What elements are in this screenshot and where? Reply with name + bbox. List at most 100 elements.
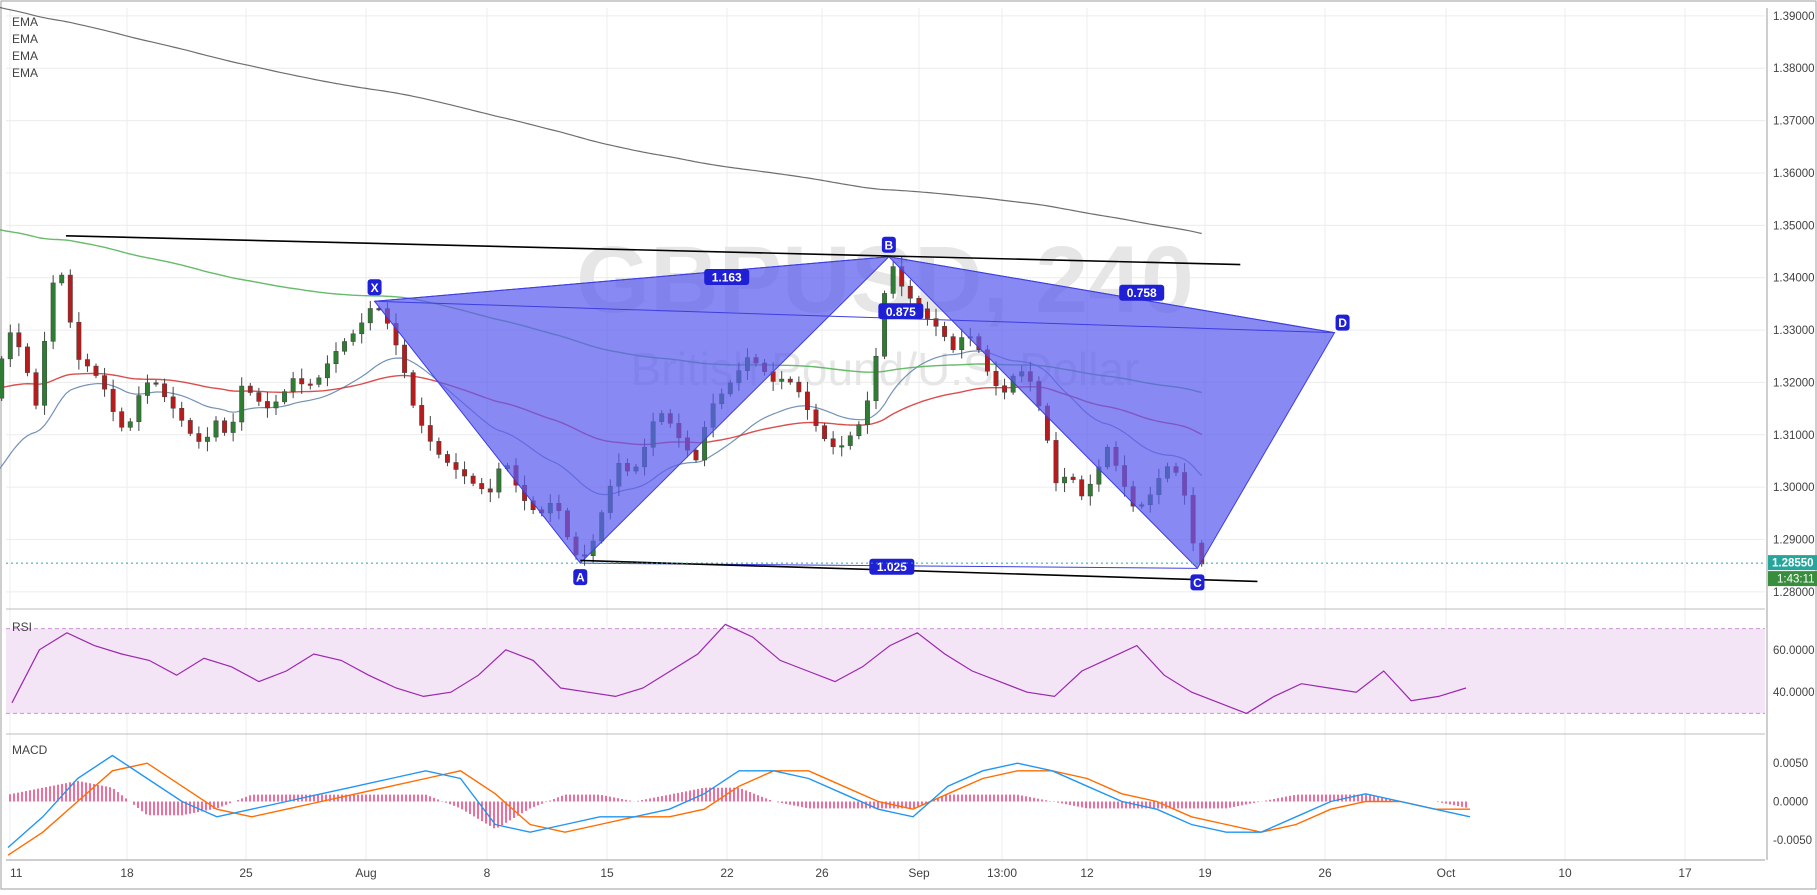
point-d-bg [1335,314,1350,331]
candle-body [67,274,73,323]
rsi-title: RSI [12,620,32,634]
indicator-legend-label: EMA [12,32,38,46]
current-price-badge-bg [1768,555,1817,571]
candle-body [993,370,999,386]
point-c-label: C [1193,576,1202,590]
rsi-tick-label: 40.0000 [1773,687,1815,699]
indicator-legend-label: EMA [12,15,38,29]
candle-body [50,282,56,342]
time-tick-label: 22 [720,866,734,880]
candle-body [933,318,939,327]
candle-body [110,388,116,412]
ratio-ac-label-bg [869,558,915,575]
indicator-legend-label: EMA [12,49,38,63]
price-tick-label: 1.30000 [1773,482,1815,494]
candle-body [119,411,125,428]
candle-body [84,359,90,367]
candle-body [342,341,348,352]
candle-body [427,425,433,442]
candle-body [830,438,836,448]
candle-body [822,425,828,439]
time-tick-label: 17 [1678,866,1692,880]
candle-body [213,420,219,438]
macd-tick-label: 0.0000 [1773,797,1808,809]
candle-body [179,407,185,421]
candle-body [959,337,965,350]
time-tick-label: 15 [600,866,614,880]
candle-body [864,400,870,425]
candle-body [787,378,793,383]
candle-body [410,372,416,406]
ratio-bd-label: 0.758 [1127,286,1157,300]
candle-body [907,285,913,299]
candle-body [273,401,279,409]
candle-body [7,332,13,360]
candle-body [444,454,450,463]
candle-body [0,358,5,399]
candle-body [873,356,879,402]
countdown-badge: 1:43:11 [1777,574,1815,586]
time-tick-label: 25 [239,866,253,880]
price-tick-label: 1.38000 [1773,63,1815,75]
ratio-ac-label: 1.025 [877,560,907,574]
candle-body [333,351,339,364]
candle-body [779,378,785,382]
candle-body [693,449,699,461]
candle-body [153,382,159,385]
candle-body [479,483,485,490]
ratio-xd-label-bg [878,303,924,320]
candle-body [402,344,408,373]
candle-body [282,391,288,403]
candle-body [76,321,82,360]
ema-long-line [0,6,1202,235]
candle-body [462,469,468,477]
price-tick-label: 1.32000 [1773,377,1815,389]
candle-body [419,405,425,426]
indicator-legend-label: EMA [12,66,38,80]
candle-body [436,441,442,455]
candle-body [24,346,30,373]
candle-body [1070,476,1076,480]
time-tick-label: Sep [908,866,930,880]
time-tick-label: 11 [10,866,23,880]
price-tick-label: 1.39000 [1773,11,1815,23]
candle-body [162,383,168,398]
candle-body [839,445,845,448]
candle-body [796,381,802,393]
trendline-1 [580,559,1258,583]
candle-body [264,401,270,409]
price-tick-label: 1.36000 [1773,168,1815,180]
candle-body [127,421,133,428]
point-b-bg [881,236,896,253]
pattern-line-xd [374,300,1335,334]
rsi-tick-label: 60.0000 [1773,645,1815,657]
candle-body [890,266,896,294]
candle-body [1053,440,1059,484]
candle-body [924,308,930,319]
candle-body [316,377,322,385]
candle-body [290,378,296,392]
candle-body [882,293,888,357]
point-c-bg [1190,574,1205,591]
candle-body [1062,476,1068,484]
candle-body [136,395,142,422]
price-tick-label: 1.31000 [1773,430,1815,442]
time-tick-label: 10 [1558,866,1572,880]
price-tick-label: 1.37000 [1773,116,1815,128]
time-tick-label: 8 [484,866,491,880]
candle-body [1079,479,1085,497]
candle-body [144,382,150,396]
candle-body [102,375,108,390]
candle-body [204,436,210,442]
time-tick-label: 26 [815,866,829,880]
macd-title: MACD [12,743,48,757]
macd-signal-line [7,762,1470,856]
candle-body [359,322,365,335]
candle-body [230,421,236,433]
price-tick-label: 1.34000 [1773,273,1815,285]
candle-body [256,392,262,402]
pattern-line-bd [888,256,1335,334]
candle-body [1087,483,1093,497]
